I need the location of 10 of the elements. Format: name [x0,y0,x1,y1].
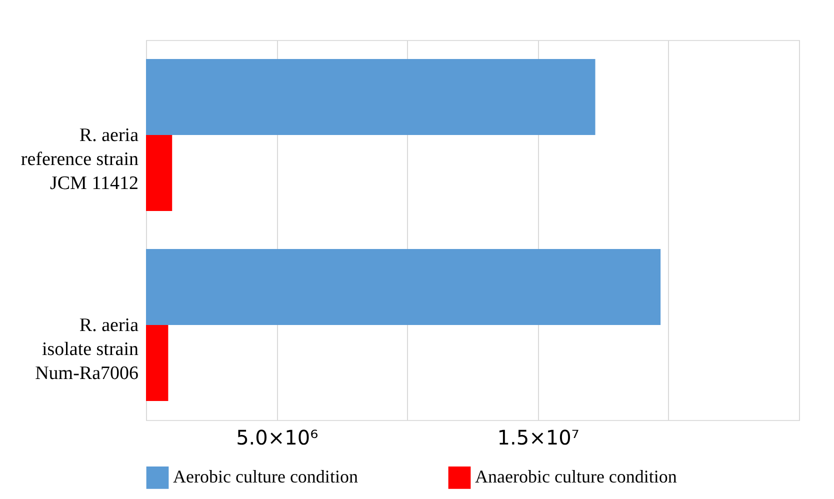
y-tick-label: R. aeria isolate strain Num-Ra7006 [35,315,140,384]
bar [146,249,661,325]
x-tick-label: 5.0×10⁶ [236,426,318,450]
bar [146,135,172,211]
bar [146,59,596,135]
legend-label: Anaerobic culture condition [475,466,677,487]
x-tick-label: 1.5×10⁷ [497,426,580,450]
legend-label: Aerobic culture condition [173,466,358,487]
y-tick-label: R. aeria reference strain JCM 11412 [20,125,140,194]
bar [146,325,168,401]
